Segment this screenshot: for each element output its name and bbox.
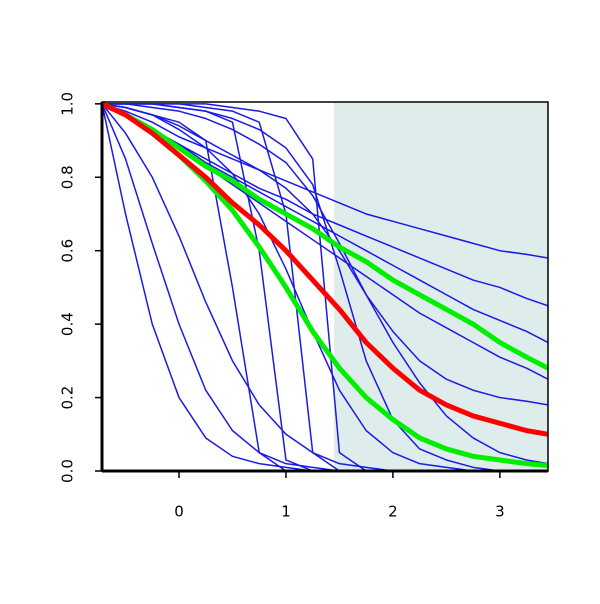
y-tick-label: 1.0 bbox=[59, 92, 77, 116]
curve bbox=[102, 103, 548, 471]
curve bbox=[102, 103, 548, 259]
x-tick-label: 2 bbox=[388, 503, 398, 521]
x-tick-label: 0 bbox=[174, 503, 184, 521]
curve bbox=[102, 102, 548, 371]
curve bbox=[102, 103, 548, 471]
curve bbox=[102, 103, 548, 471]
curve bbox=[102, 102, 548, 437]
y-tick-label: 0.4 bbox=[59, 312, 77, 336]
curve bbox=[102, 103, 548, 471]
curve bbox=[102, 103, 548, 471]
curve bbox=[102, 103, 548, 471]
x-tick-label: 1 bbox=[281, 503, 291, 521]
shaded-region bbox=[334, 102, 548, 471]
curve bbox=[102, 103, 548, 471]
y-tick-label: 0.8 bbox=[59, 165, 77, 189]
x-tick-label: 3 bbox=[495, 503, 505, 521]
y-tick-label: 0.2 bbox=[59, 386, 77, 410]
curve bbox=[102, 103, 548, 406]
y-tick-label: 0.0 bbox=[59, 459, 77, 483]
y-tick-label: 0.6 bbox=[59, 239, 77, 263]
curve bbox=[102, 103, 548, 465]
